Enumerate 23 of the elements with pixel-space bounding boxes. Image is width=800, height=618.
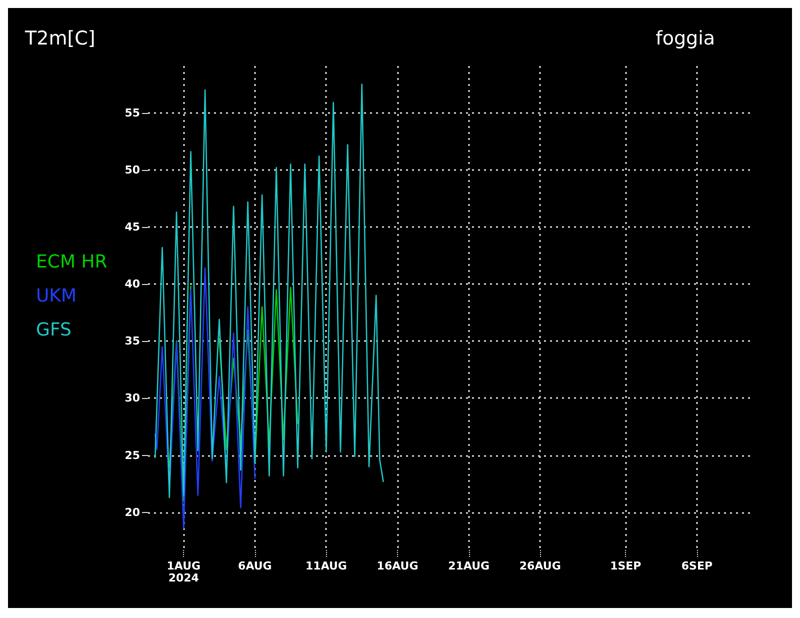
y-tick-label: 30 [124,392,140,405]
y-tick-label: 40 [124,278,140,291]
y-tick-label: 45 [124,220,140,234]
x-tick-label: 11AUG [306,560,347,572]
line-series [154,267,256,529]
y-tick-label: 35 [124,334,140,348]
chart-subtitle: foggia [656,28,716,50]
x-tick-label: 26AUG [519,560,561,572]
x-tick-label: 6AUG [238,560,272,572]
line-series [154,84,384,498]
x-tick-label: 16AUG [376,560,418,572]
x-tick-label: 1AUG 2024 [166,560,201,584]
x-tick-label: 6SEP [681,560,713,572]
x-tick-label: 1SEP [610,560,642,572]
y-tick-label: 20 [124,506,140,519]
y-tick-label: 55 [124,106,140,120]
text: ECM HR [36,252,108,272]
y-tick-label: 25 [124,448,140,462]
text: GFS [36,320,72,340]
text: UKM [36,286,77,306]
x-tick-label: 21AUG [448,560,490,572]
chart-title: T2m[C] [24,28,96,50]
y-tick-label: 50 [124,163,140,176]
